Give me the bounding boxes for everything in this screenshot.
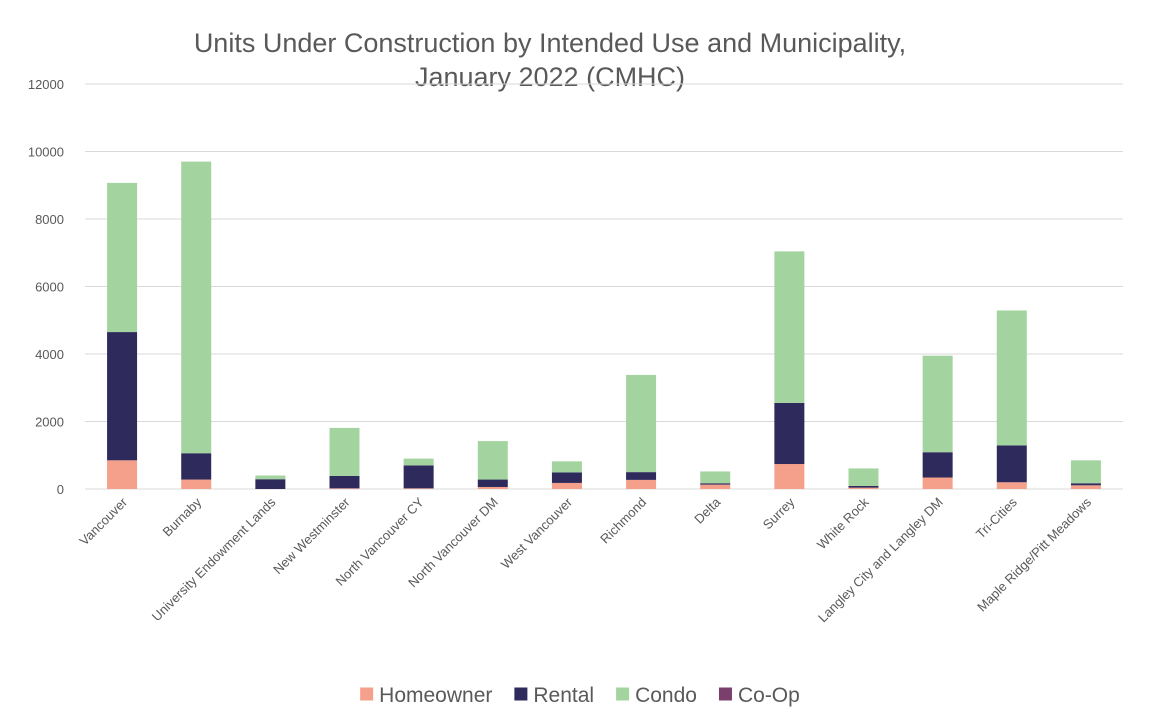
legend-swatch bbox=[616, 687, 630, 701]
legend: Homeowner Rental Condo Co-Op bbox=[360, 684, 800, 707]
bar-segment bbox=[107, 182, 138, 333]
legend-label: Homeowner bbox=[379, 684, 492, 707]
chart-subtitle: January 2022 (CMHC) bbox=[415, 62, 685, 92]
y-tick-label: 10000 bbox=[28, 145, 64, 160]
x-tick-label: Richmond bbox=[597, 495, 649, 547]
bar-segment bbox=[403, 488, 434, 489]
bar-segment bbox=[107, 460, 138, 489]
legend-label: Co-Op bbox=[738, 684, 800, 707]
bar-segment bbox=[1070, 460, 1101, 484]
legend-swatch bbox=[360, 687, 374, 701]
bar-segment bbox=[255, 479, 286, 489]
bar-segment bbox=[774, 464, 805, 489]
bar-segment bbox=[551, 472, 582, 483]
bar-segment bbox=[477, 486, 508, 489]
legend-label: Condo bbox=[635, 684, 697, 707]
bar-segment bbox=[181, 161, 212, 454]
bar-segment bbox=[477, 479, 508, 487]
bar-segment bbox=[626, 472, 657, 480]
bar-segment bbox=[329, 427, 360, 476]
gridlines bbox=[85, 83, 1123, 490]
x-tick-label: Tri-Cities bbox=[973, 494, 1020, 541]
x-tick-label: University Endowment Lands bbox=[149, 494, 279, 624]
legend-label: Rental bbox=[533, 684, 594, 707]
bar-segment bbox=[922, 355, 953, 453]
y-tick-label: 8000 bbox=[35, 212, 64, 227]
legend-swatch bbox=[718, 687, 732, 701]
bar-segment bbox=[1070, 485, 1101, 489]
bar-segment bbox=[329, 488, 360, 489]
bar-segment bbox=[255, 475, 286, 480]
bar-segment bbox=[181, 479, 212, 489]
bar-segment bbox=[329, 475, 360, 489]
bars bbox=[107, 161, 1101, 489]
bar-segment bbox=[922, 477, 953, 489]
bar-segment bbox=[551, 482, 582, 489]
y-tick-label: 6000 bbox=[35, 280, 64, 295]
bar-segment bbox=[551, 461, 582, 473]
y-tick-label: 2000 bbox=[35, 415, 64, 430]
y-tick-label: 12000 bbox=[28, 77, 64, 92]
bar-segment bbox=[700, 484, 731, 489]
bar-segment bbox=[403, 458, 434, 466]
x-tick-label: Burnaby bbox=[159, 494, 204, 539]
bar-segment bbox=[774, 402, 805, 465]
bar-segment bbox=[700, 483, 731, 485]
bar-segment bbox=[774, 251, 805, 403]
y-axis-ticks: 0 2000 4000 6000 8000 10000 12000 bbox=[28, 77, 64, 497]
bar-segment bbox=[626, 374, 657, 473]
bar-segment bbox=[477, 441, 508, 480]
chart-title: Units Under Construction by Intended Use… bbox=[194, 28, 906, 58]
y-tick-label: 4000 bbox=[35, 347, 64, 362]
bar-segment bbox=[996, 310, 1027, 446]
bar-segment bbox=[922, 452, 953, 478]
bar-segment bbox=[403, 465, 434, 489]
x-tick-label: Vancouver bbox=[76, 494, 130, 548]
bar-segment bbox=[996, 445, 1027, 483]
bar-segment bbox=[996, 482, 1027, 489]
bar-segment bbox=[626, 479, 657, 489]
x-tick-label: New Westminster bbox=[270, 494, 353, 577]
y-tick-label: 0 bbox=[57, 482, 64, 497]
x-tick-label: Surrey bbox=[760, 494, 798, 532]
x-tick-label: Delta bbox=[691, 494, 724, 527]
bar-segment bbox=[848, 485, 879, 488]
bar-segment bbox=[107, 332, 138, 461]
x-tick-label: West Vancouver bbox=[498, 494, 576, 572]
x-tick-label: Langley City and Langley DM bbox=[815, 495, 946, 626]
bar-segment bbox=[700, 471, 731, 484]
x-tick-label: White Rock bbox=[814, 494, 872, 552]
bar-segment bbox=[848, 487, 879, 489]
bar-segment bbox=[181, 453, 212, 480]
legend-swatch bbox=[514, 687, 528, 701]
bar-segment bbox=[1070, 483, 1101, 486]
bar-segment bbox=[848, 468, 879, 486]
